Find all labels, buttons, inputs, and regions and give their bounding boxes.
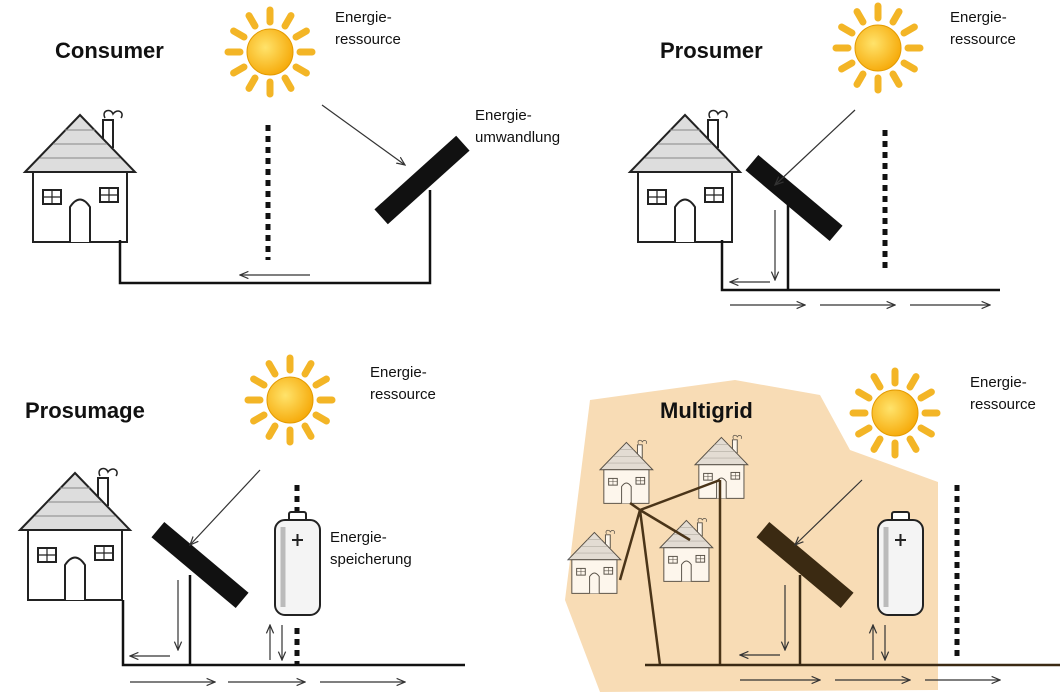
label: ressource: [950, 31, 1016, 48]
title: Prosumer: [660, 38, 763, 63]
label: Energie-: [330, 529, 387, 546]
label: ressource: [335, 31, 401, 48]
title: Consumer: [55, 38, 164, 63]
label: Energie-: [950, 9, 1007, 26]
label: speicherung: [330, 551, 412, 568]
label: ressource: [370, 386, 436, 403]
panel-multigrid: Multigrid Energie- ressource: [565, 371, 1060, 692]
title: Prosumage: [25, 398, 145, 423]
label: umwandlung: [475, 129, 560, 146]
label: ressource: [970, 396, 1036, 413]
diagram: Consumer Energie- ressource Energie- umw…: [0, 0, 1064, 696]
label: Energie-: [475, 107, 532, 124]
label: Energie-: [970, 374, 1027, 391]
label: Energie-: [370, 364, 427, 381]
label: Energie-: [335, 9, 392, 26]
panel-consumer: Consumer Energie- ressource Energie- umw…: [25, 9, 560, 283]
panel-prosumage: Prosumage Energie- ressource Energie- sp…: [20, 358, 465, 682]
panel-prosumer: Prosumer Energie- ressource: [630, 6, 1016, 305]
title: Multigrid: [660, 398, 753, 423]
